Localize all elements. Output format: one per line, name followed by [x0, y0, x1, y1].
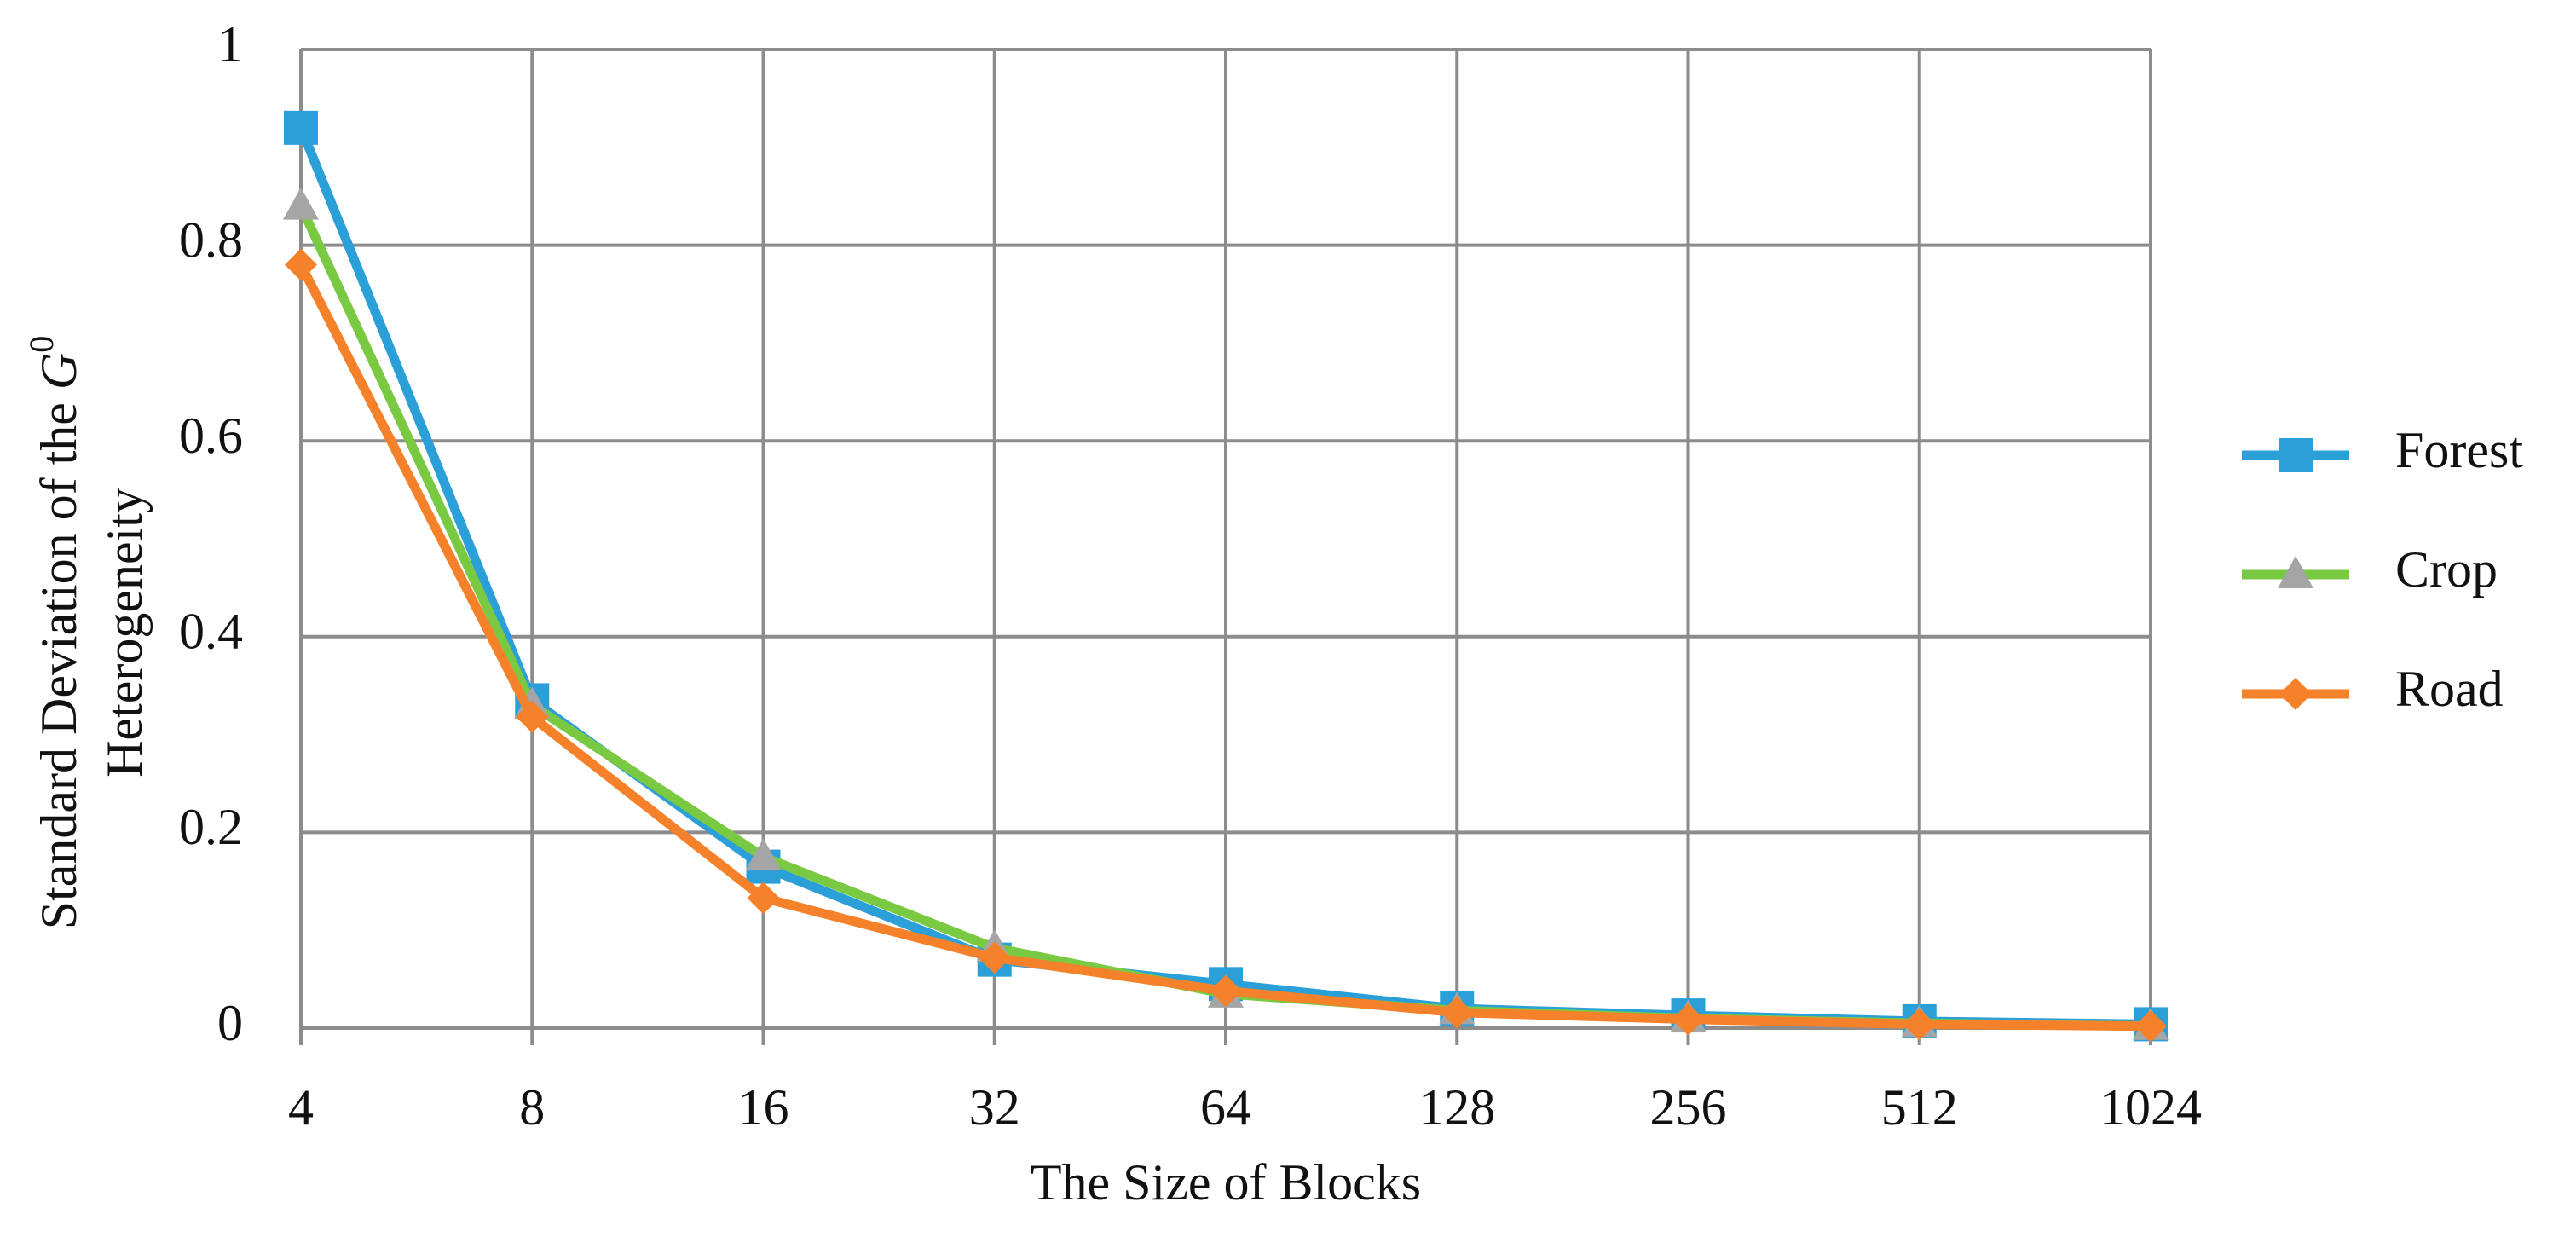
y-tick-label: 0.4 — [179, 604, 243, 660]
x-tick-label: 16 — [738, 1079, 789, 1136]
y-tick-label: 0.6 — [179, 408, 243, 464]
x-tick-label: 8 — [519, 1079, 545, 1136]
marker — [2279, 678, 2312, 710]
x-tick-label: 1024 — [2099, 1079, 2202, 1136]
x-tick-label: 128 — [1418, 1079, 1495, 1136]
y-tick-label: 1 — [217, 16, 243, 72]
x-tick-label: 64 — [1200, 1079, 1251, 1136]
y-tick-label: 0.8 — [179, 211, 243, 268]
y-axis-label-text: Standard Deviation of the — [31, 390, 87, 929]
legend-label: Road — [2395, 661, 2504, 717]
marker — [516, 700, 549, 733]
marker — [1672, 1003, 1705, 1036]
legend-label: Forest — [2395, 422, 2523, 478]
marker — [2278, 556, 2313, 588]
y-tick-label: 0.2 — [179, 799, 243, 855]
marker — [1903, 1008, 1936, 1041]
marker — [2279, 438, 2313, 472]
y-tick-label: 0 — [217, 995, 243, 1051]
x-axis-label: The Size of Blocks — [1031, 1154, 1421, 1211]
legend-label: Crop — [2395, 541, 2498, 598]
marker — [978, 941, 1011, 974]
x-tick-label: 4 — [288, 1079, 314, 1136]
x-tick-label: 512 — [1881, 1079, 1958, 1136]
marker — [285, 248, 317, 281]
marker — [284, 110, 318, 145]
x-tick-label: 256 — [1650, 1079, 1727, 1136]
y-axis-label-superscript: 0 — [22, 336, 61, 353]
y-axis-label-symbol: G — [31, 353, 87, 390]
marker — [283, 187, 319, 220]
marker — [747, 882, 780, 915]
marker — [1210, 974, 1242, 1008]
marker — [1441, 996, 1474, 1029]
y-axis-label: Standard Deviation of the G0 — [22, 336, 87, 930]
x-tick-label: 32 — [969, 1079, 1020, 1136]
y-axis-label-line2: Heterogeneity — [96, 488, 153, 777]
marker — [2134, 1009, 2167, 1043]
marker — [745, 838, 782, 871]
